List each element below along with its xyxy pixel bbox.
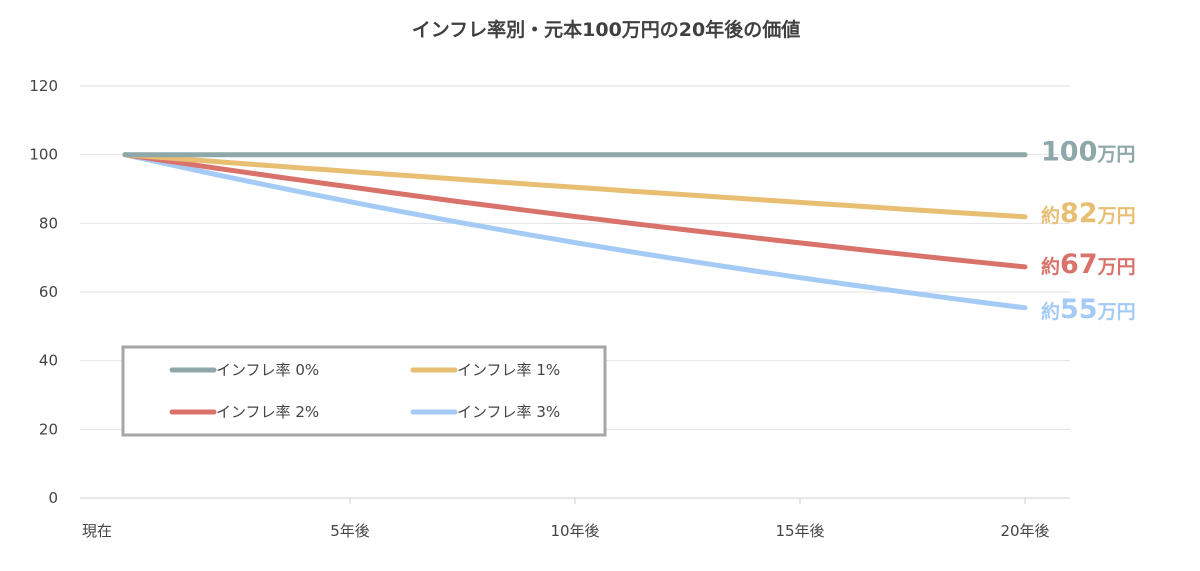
legend-box bbox=[121, 345, 607, 437]
x-tick-label: 10年後 bbox=[550, 522, 599, 540]
y-tick-label: 0 bbox=[48, 489, 58, 507]
x-axis-ticks: 現在 5年後 10年後 15年後 20年後 bbox=[82, 498, 1050, 540]
y-axis-ticks: 0 20 40 60 80 100 120 bbox=[29, 77, 58, 507]
y-tick-label: 60 bbox=[39, 283, 58, 301]
chart-title: インフレ率別・元本100万円の20年後の価値 bbox=[412, 18, 801, 41]
legend-label: インフレ率 3% bbox=[457, 403, 560, 421]
end-value-label: 100万円 bbox=[1041, 137, 1135, 168]
x-tick-label: 5年後 bbox=[330, 522, 370, 540]
series-line bbox=[122, 152, 1028, 220]
y-tick-label: 100 bbox=[29, 146, 58, 164]
y-tick-label: 120 bbox=[29, 77, 58, 95]
x-tick-label: 20年後 bbox=[1000, 522, 1049, 540]
y-tick-label: 40 bbox=[39, 352, 58, 370]
series-line bbox=[122, 152, 1028, 270]
end-value-label: 約55万円 bbox=[1041, 294, 1136, 325]
legend: インフレ率 0% インフレ率 1% インフレ率 2% インフレ率 3% bbox=[121, 345, 607, 437]
x-tick-label: 現在 bbox=[82, 522, 112, 540]
y-tick-label: 80 bbox=[39, 214, 58, 232]
series-line bbox=[122, 152, 1028, 311]
end-value-label: 約82万円 bbox=[1041, 198, 1136, 229]
end-value-label: 約67万円 bbox=[1041, 249, 1136, 280]
legend-label: インフレ率 1% bbox=[457, 361, 560, 379]
x-tick-label: 15年後 bbox=[775, 522, 824, 540]
legend-label: インフレ率 0% bbox=[216, 361, 319, 379]
y-tick-label: 20 bbox=[39, 420, 58, 438]
series-lines bbox=[122, 152, 1028, 311]
legend-label: インフレ率 2% bbox=[216, 403, 319, 421]
